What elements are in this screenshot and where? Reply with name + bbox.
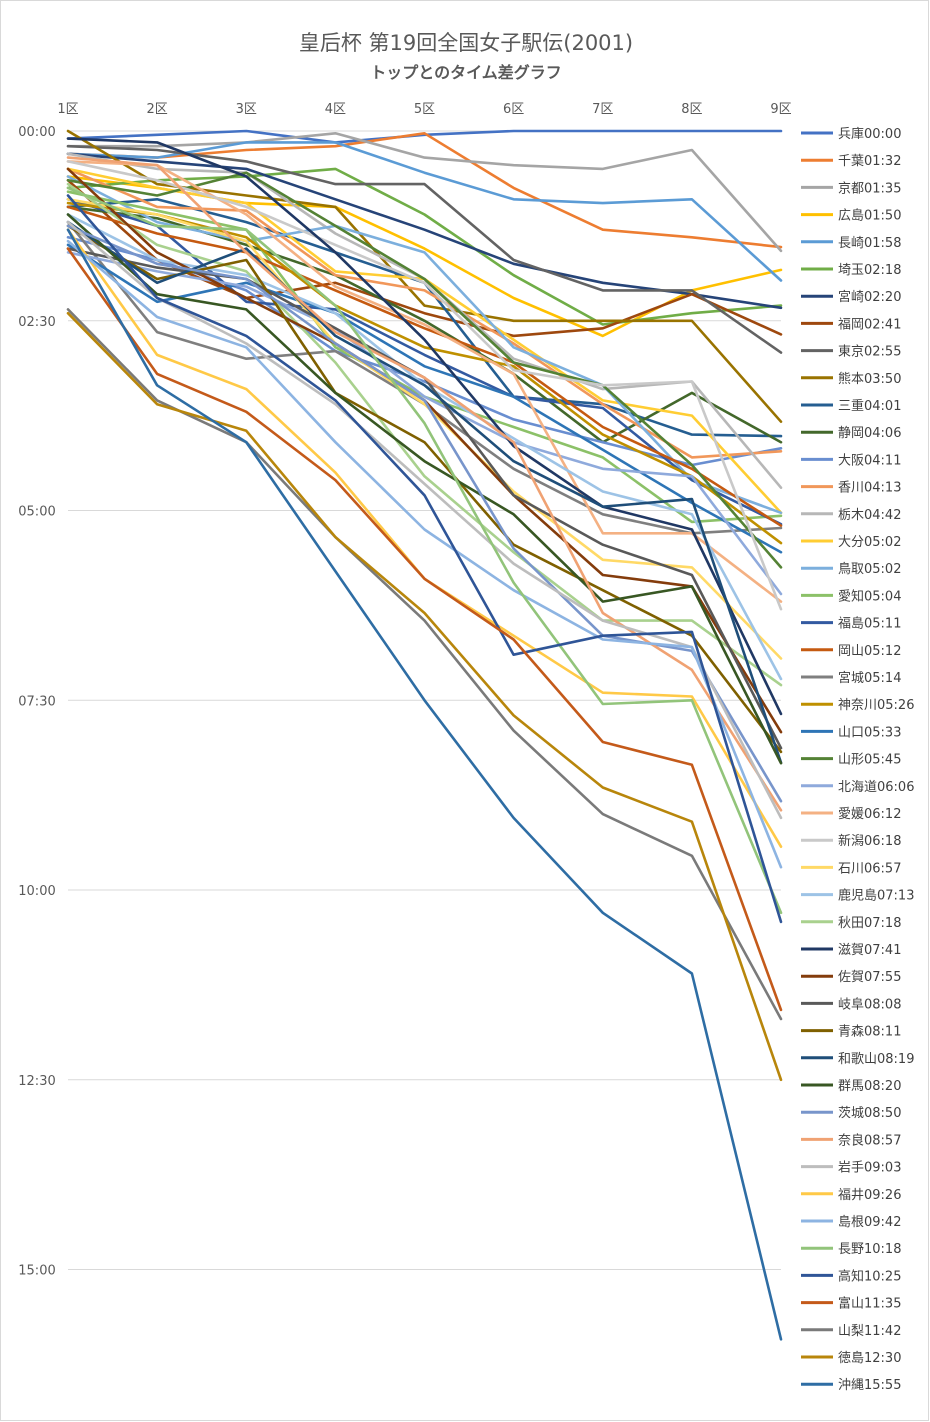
x-tick-label: 7区 — [592, 102, 613, 117]
x-tick-label: 1区 — [57, 102, 78, 117]
legend-entry: 岡山05:12 — [838, 644, 901, 659]
x-tick-label: 6区 — [503, 102, 524, 117]
chart-subtitle: トップとのタイム差グラフ — [370, 63, 562, 82]
legend-entry: 岩手09:03 — [838, 1161, 901, 1176]
y-tick-label: 05:00 — [18, 505, 55, 520]
legend-entry: 山形05:45 — [838, 753, 901, 768]
legend-entry: 栃木04:42 — [838, 508, 901, 523]
x-tick-label: 4区 — [325, 102, 346, 117]
chart-title: 皇后杯 第19回全国女子駅伝(2001) — [298, 31, 634, 55]
y-tick-label: 07:30 — [18, 694, 55, 709]
series-line — [66, 137, 783, 716]
legend-entry: 福井09:26 — [838, 1188, 901, 1203]
legend-entry: 福岡02:41 — [838, 317, 901, 332]
series-line — [66, 220, 783, 820]
legend-entry: 熊本03:50 — [838, 371, 901, 387]
legend-entry: 愛知05:04 — [838, 588, 901, 604]
legend-entry: 北海道06:06 — [838, 780, 914, 795]
legend-entry: 青森08:11 — [838, 1025, 901, 1040]
legend-entry: 石川06:57 — [838, 861, 901, 876]
series-line — [66, 247, 783, 1012]
legend-entry: 富山11:35 — [838, 1296, 901, 1312]
series-line — [66, 213, 783, 765]
y-tick-label: 02:30 — [18, 315, 55, 330]
legend-entry: 高知10:25 — [838, 1268, 901, 1284]
x-tick-label: 5区 — [414, 102, 435, 117]
legend-entry: 福島05:11 — [838, 617, 901, 632]
legend-entry: 和歌山08:19 — [838, 1052, 914, 1067]
legend-entry: 長野10:18 — [838, 1242, 901, 1257]
series-line — [66, 220, 783, 764]
legend-entry: 大分05:02 — [838, 535, 901, 550]
y-tick-label: 12:30 — [18, 1074, 55, 1089]
legend-entry: 千葉01:32 — [838, 154, 901, 169]
legend-entry: 島根09:42 — [838, 1215, 901, 1230]
legend-entry: 鳥取05:02 — [838, 562, 901, 577]
series-line — [66, 236, 783, 467]
series-line — [66, 160, 783, 611]
legend-entry: 徳島12:30 — [838, 1351, 901, 1366]
legend-entry: 群馬08:20 — [838, 1079, 901, 1094]
legend-entry: 神奈川05:26 — [838, 698, 914, 713]
series-line — [66, 132, 783, 253]
legend-entry: 茨城08:50 — [838, 1106, 901, 1121]
legend-entry: 宮崎02:20 — [838, 289, 901, 305]
legend-entry: 新潟06:18 — [838, 833, 901, 849]
series-line — [66, 167, 783, 326]
series-line — [66, 243, 783, 554]
series-line — [66, 156, 783, 812]
legend-entry: 広島01:50 — [838, 209, 901, 224]
legend-entry: 奈良08:57 — [838, 1132, 901, 1148]
series-line — [66, 308, 783, 1021]
legend-entry: 兵庫00:00 — [838, 127, 901, 142]
series-line — [66, 228, 783, 1341]
legend-entry: 京都01:35 — [838, 181, 901, 196]
series-line — [66, 239, 783, 869]
y-tick-label: 00:00 — [18, 125, 55, 140]
legend-entry: 愛媛06:12 — [838, 807, 901, 822]
legend-entry: 鹿児島07:13 — [838, 888, 914, 904]
legend-entry: 長崎01:58 — [838, 236, 901, 251]
legend-entry: 沖縄15:55 — [838, 1378, 901, 1393]
legend-entry: 宮城05:14 — [838, 670, 901, 686]
legend-entry: 静岡04:06 — [838, 426, 901, 441]
series-line — [66, 205, 783, 528]
legend-entry: 東京02:55 — [838, 344, 901, 360]
series-line — [66, 251, 783, 596]
series-line — [66, 160, 783, 603]
legend-entry: 秋田07:18 — [838, 916, 901, 931]
legend-entry: 埼玉02:18 — [838, 263, 901, 278]
legend-entry: 山口05:33 — [838, 725, 901, 740]
series-line — [66, 194, 783, 924]
x-tick-label: 8区 — [681, 102, 702, 117]
legend-entry: 岐阜08:08 — [838, 996, 901, 1012]
legend-entry: 大阪04:11 — [838, 453, 901, 468]
y-tick-label: 10:00 — [18, 884, 55, 899]
legend-entry: 三重04:01 — [838, 398, 901, 414]
series-line — [66, 186, 783, 915]
series-line — [66, 311, 783, 1082]
legend-entry: 佐賀07:55 — [838, 970, 901, 985]
legend-entry: 滋賀07:41 — [838, 943, 901, 958]
x-tick-label: 2区 — [146, 102, 167, 117]
x-tick-label: 3区 — [236, 102, 257, 117]
x-tick-label: 9区 — [770, 102, 791, 117]
legend-entry: 香川04:13 — [838, 481, 901, 496]
y-tick-label: 15:00 — [18, 1264, 55, 1279]
series-line — [66, 182, 783, 687]
legend-entry: 山梨11:42 — [838, 1324, 901, 1339]
